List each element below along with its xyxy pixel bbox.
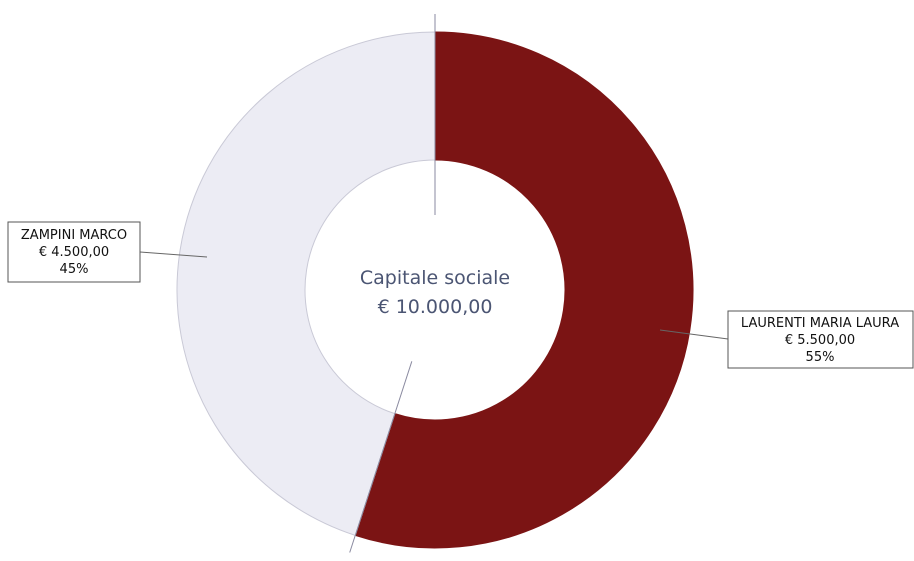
leader-line-laurenti [659,329,729,340]
label-percent-laurenti: 55% [806,350,835,365]
slices-layer [176,31,694,549]
callout-zampini: ZAMPINI MARCO € 4.500,00 45% [7,221,208,283]
center-total: € 10.000,00 [378,296,493,318]
slice-laurenti [354,31,694,549]
center-title: Capitale sociale [360,267,510,289]
label-name-zampini: ZAMPINI MARCO [21,228,127,243]
label-box-zampini [7,221,141,283]
leader-line-zampini [139,251,208,258]
label-value-zampini: € 4.500,00 [39,245,109,260]
slice-zampini [176,31,436,537]
label-name-laurenti: LAURENTI MARIA LAURA [741,316,899,331]
label-value-laurenti: € 5.500,00 [785,333,855,348]
seams-layer [349,14,436,553]
label-box-laurenti [727,310,914,369]
callout-laurenti: LAURENTI MARIA LAURA € 5.500,00 55% [659,310,914,369]
seam-line-bottom [349,361,413,553]
label-percent-zampini: 45% [60,262,89,277]
